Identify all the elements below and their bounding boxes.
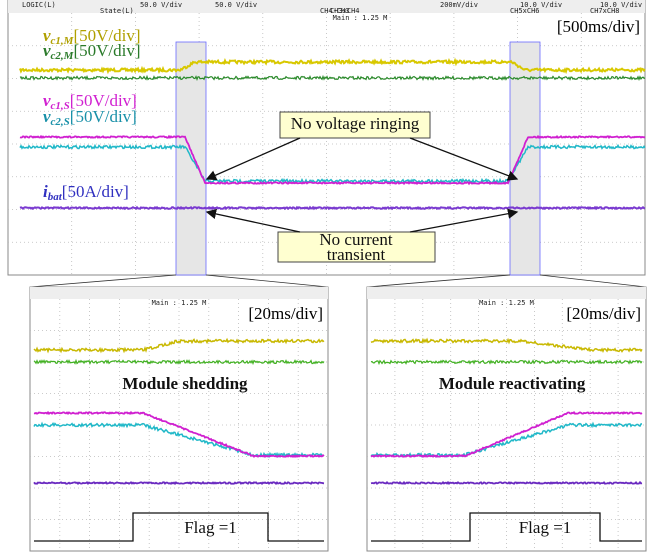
flag-label: Flag =1 — [519, 518, 572, 537]
time-scale: [20ms/div] — [566, 304, 641, 323]
channel-unit: [50V/div] — [73, 41, 140, 60]
waveform — [371, 482, 642, 483]
scope-header-text: 50.0 V/div — [215, 1, 257, 9]
zoom-region — [510, 42, 540, 275]
inset-title: Module reactivating — [439, 374, 586, 393]
channel-subscript: c2,M — [51, 50, 75, 62]
flag-label: Flag =1 — [184, 518, 237, 537]
inset-title: Module shedding — [122, 374, 248, 393]
voltage-note: No voltage ringing — [291, 114, 420, 133]
channel-subscript: c2,S — [51, 116, 70, 128]
channel-unit: [50V/div] — [70, 107, 137, 126]
channel-unit: [50A/div] — [62, 182, 129, 201]
scope-header-text: 50.0 V/div — [140, 1, 182, 9]
current-note: transient — [327, 245, 386, 264]
figure: LOGIC(L) State(L) 50.0 V/div 50.0 V/div 200m… — [0, 0, 653, 553]
main-label: Main : 1.25 M — [333, 14, 388, 22]
scope-header-text: 10.0 V/div — [600, 1, 642, 9]
inset-header — [30, 287, 328, 299]
zoom-links — [30, 275, 646, 287]
time-scale: [500ms/div] — [557, 17, 640, 36]
channel-subscript: c1,S — [51, 100, 70, 112]
scope-header-text: 10.0 V/div — [520, 1, 562, 9]
channel-subscript: c1,M — [51, 35, 75, 47]
inset-header — [367, 287, 646, 299]
channel-subscript: bat — [48, 191, 63, 203]
scope-header-text: 200mV/div — [440, 1, 478, 9]
scope-header-text: LOGIC(L) — [22, 1, 56, 9]
scope-header-text: State(L) — [100, 7, 134, 15]
time-scale: [20ms/div] — [248, 304, 323, 323]
waveform — [20, 207, 645, 208]
